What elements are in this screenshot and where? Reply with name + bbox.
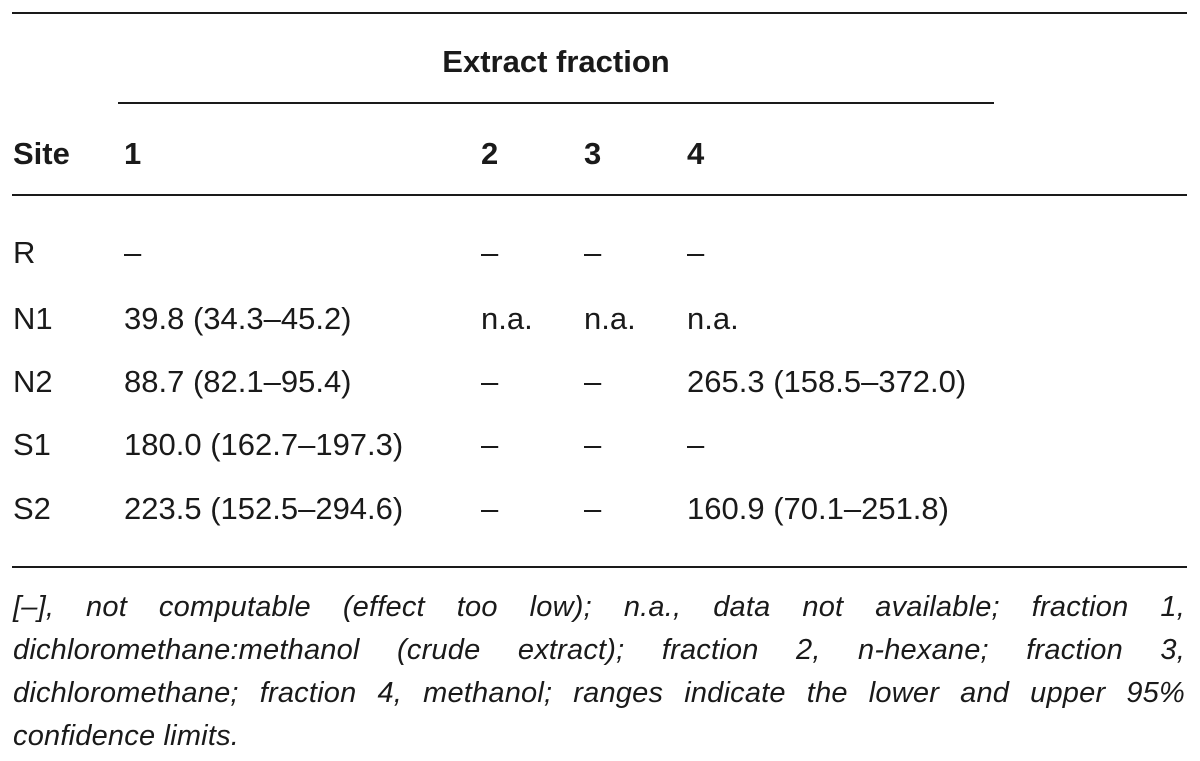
table-cell: 39.8 (34.3–45.2)	[124, 301, 352, 336]
column-header-site: Site	[13, 136, 70, 171]
table-cell: –	[687, 427, 705, 462]
table-cell: –	[481, 235, 499, 270]
table-footnote: [–], not computable (effect too low); n.…	[13, 591, 1185, 752]
table-cell: –	[687, 235, 705, 270]
header-bottom-rule	[12, 194, 1187, 196]
table-cell: –	[584, 491, 602, 526]
table-cell: n.a.	[481, 301, 533, 336]
table-cell: 223.5 (152.5–294.6)	[124, 491, 404, 526]
column-header-fraction-1: 1	[124, 136, 142, 171]
table-cell-site: N1	[13, 301, 53, 336]
table-cell: 160.9 (70.1–251.8)	[687, 491, 949, 526]
table-cell: –	[481, 427, 499, 462]
table-cell: n.a.	[687, 301, 739, 336]
table-cell-site: N2	[13, 364, 53, 399]
column-header-fraction-3: 3	[584, 136, 602, 171]
table-cell: –	[584, 235, 602, 270]
table-cell-site: S2	[13, 491, 51, 526]
table-cell: –	[124, 235, 142, 270]
table-cell: 88.7 (82.1–95.4)	[124, 364, 352, 399]
table-cell-site: S1	[13, 427, 51, 462]
table-cell: –	[481, 491, 499, 526]
column-header-fraction-4: 4	[687, 136, 705, 171]
table-bottom-rule	[12, 566, 1187, 568]
table-cell: –	[584, 427, 602, 462]
column-header-fraction-2: 2	[481, 136, 499, 171]
group-header-rule	[118, 102, 994, 104]
table-cell: 265.3 (158.5–372.0)	[687, 364, 967, 399]
table-top-rule	[12, 12, 1187, 14]
table-cell: 180.0 (162.7–197.3)	[124, 427, 404, 462]
table-cell: n.a.	[584, 301, 636, 336]
group-header: Extract fraction	[442, 44, 670, 79]
table-cell: –	[584, 364, 602, 399]
table-cell: –	[481, 364, 499, 399]
table-cell-site: R	[13, 235, 36, 270]
